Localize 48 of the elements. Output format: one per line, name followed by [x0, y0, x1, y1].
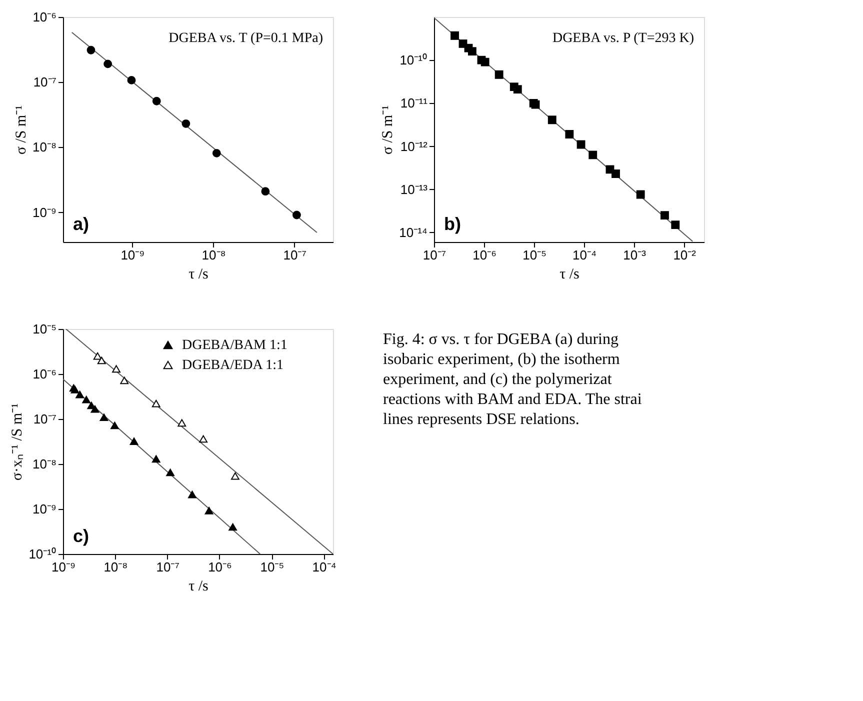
annotation: b) [444, 214, 461, 234]
x-tick-label: 10⁻⁵ [522, 248, 546, 262]
x-axis-title: τ /s [560, 266, 580, 282]
y-axis-title: σ·xₙ⁻¹ /S m⁻¹ [10, 403, 26, 481]
y-tick-label: 10⁻¹¹ [400, 96, 428, 111]
annotation: c) [73, 526, 90, 546]
x-tick-label: 10⁻⁸ [104, 560, 128, 574]
legend-label: DGEBA/EDA 1:1 [182, 358, 284, 373]
x-axis-title: τ /s [188, 578, 209, 594]
x-tick-label: 10⁻³ [623, 248, 647, 262]
annotation: a) [73, 214, 90, 234]
legend-label: DGEBA/BAM 1:1 [182, 338, 288, 353]
text: isobaric experiment, (b) the isotherm [383, 351, 620, 368]
x-tick-label: 10⁻⁴ [312, 560, 336, 574]
y-axis-title: σ /S m⁻¹ [380, 105, 396, 155]
y-tick-label: 10⁻¹⁰ [28, 546, 56, 562]
x-tick-label: 10⁻⁹ [120, 248, 145, 262]
x-tick-label: 10⁻² [673, 248, 697, 262]
y-tick-label: 10⁻⁷ [33, 74, 57, 90]
x-tick-label: 10⁻⁵ [260, 560, 284, 574]
y-tick-label: 10⁻⁹ [32, 502, 56, 516]
x-tick-label: 10⁻⁷ [156, 560, 180, 574]
caption: Fig. 4: σ vs. τ for DGEBA (a) during [383, 331, 618, 348]
y-tick-label: 10⁻⁹ [32, 204, 56, 220]
y-tick-label: 10⁻⁸ [32, 456, 56, 472]
x-tick-label: 10⁻⁶ [472, 248, 496, 262]
y-tick-label: 10⁻⁶ [32, 366, 56, 382]
x-tick-label: 10⁻⁹ [51, 560, 76, 574]
x-tick-label: 10⁻⁶ [208, 560, 232, 574]
y-tick-label: 10⁻⁷ [33, 412, 57, 426]
x-tick-label: 10⁻⁷ [422, 248, 446, 262]
y-tick-label: 10⁻⁸ [32, 140, 56, 155]
y-tick-label: 10⁻⁵ [32, 322, 56, 336]
x-axis-title: τ /s [188, 266, 209, 282]
annotation: DGEBA vs. T (P=0.1 MPa) [168, 31, 324, 46]
x-tick-label: 10⁻⁷ [283, 248, 307, 262]
y-tick-label: 10⁻⁶ [32, 10, 56, 24]
x-tick-label: 10⁻⁴ [572, 248, 597, 262]
text: experiment, and (c) the polymerizat [383, 371, 612, 388]
y-tick-label: 10⁻¹² [400, 138, 428, 154]
x-tick-label: 10⁻⁸ [202, 248, 226, 262]
y-tick-label: 10⁻¹⁴ [399, 224, 428, 240]
y-tick-label: 10⁻¹⁰ [400, 52, 428, 68]
text: lines represents DSE relations. [383, 411, 580, 428]
text: reactions with BAM and EDA. The strai [383, 391, 642, 408]
y-axis-title: σ /S m⁻¹ [13, 105, 30, 155]
annotation: DGEBA vs. P (T=293 K) [552, 31, 694, 46]
y-tick-label: 10⁻¹³ [400, 182, 428, 197]
